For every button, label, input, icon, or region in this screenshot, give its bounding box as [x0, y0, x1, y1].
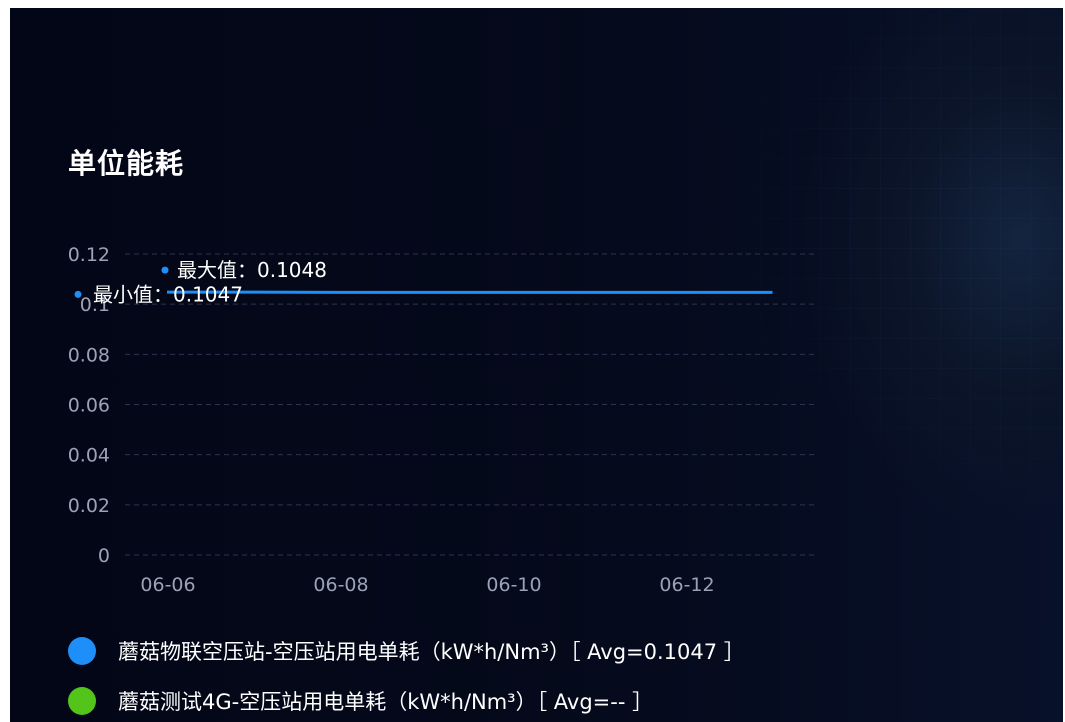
legend-item-series-2[interactable]: 蘑菇测试4G-空压站用电单耗（kW*h/Nm³）［ Avg=-- ］ — [68, 676, 745, 722]
y-tick-label: 0 — [98, 545, 110, 567]
max-value-label: 最大值：0.1048 — [177, 258, 327, 282]
legend: 蘑菇物联空压站-空压站用电单耗（kW*h/Nm³）［ Avg=0.1047 ］ … — [68, 626, 745, 722]
legend-label: 蘑菇物联空压站-空压站用电单耗（kW*h/Nm³）［ Avg=0.1047 ］ — [118, 640, 745, 664]
legend-marker-blue — [68, 637, 96, 665]
background-grid-decoration — [710, 8, 1063, 722]
chart-title: 单位能耗 — [68, 147, 185, 180]
min-value-marker — [74, 290, 82, 298]
x-tick-label: 06-12 — [659, 574, 714, 596]
x-tick-label: 06-06 — [140, 574, 195, 596]
x-tick-label: 06-08 — [313, 574, 368, 596]
max-value-marker — [161, 266, 169, 274]
legend-label: 蘑菇测试4G-空压站用电单耗（kW*h/Nm³）［ Avg=-- ］ — [118, 690, 654, 714]
y-tick-label: 0.04 — [68, 445, 110, 467]
y-tick-label: 0.08 — [68, 344, 110, 366]
x-axis: 06-06 06-08 06-10 06-12 — [140, 574, 714, 596]
y-axis: 0 0.02 0.04 0.06 0.08 0.1 0.12 — [68, 244, 110, 567]
min-value-label: 最小值：0.1047 — [93, 282, 243, 306]
chart-panel: 单位能耗 0 0.02 0.04 0.06 0.08 0.1 0.12 06-06 06-08… — [10, 8, 1063, 722]
legend-item-series-1[interactable]: 蘑菇物联空压站-空压站用电单耗（kW*h/Nm³）［ Avg=0.1047 ］ — [68, 626, 745, 676]
line-chart: 0 0.02 0.04 0.06 0.08 0.1 0.12 06-06 06-08 06-10… — [68, 244, 817, 596]
y-tick-label: 0.06 — [68, 395, 110, 417]
y-tick-label: 0.12 — [68, 244, 110, 266]
legend-marker-green — [68, 687, 96, 715]
y-tick-label: 0.1 — [80, 294, 110, 316]
y-tick-label: 0.02 — [68, 495, 110, 517]
grid-lines — [125, 253, 817, 556]
x-tick-label: 06-10 — [486, 574, 541, 596]
